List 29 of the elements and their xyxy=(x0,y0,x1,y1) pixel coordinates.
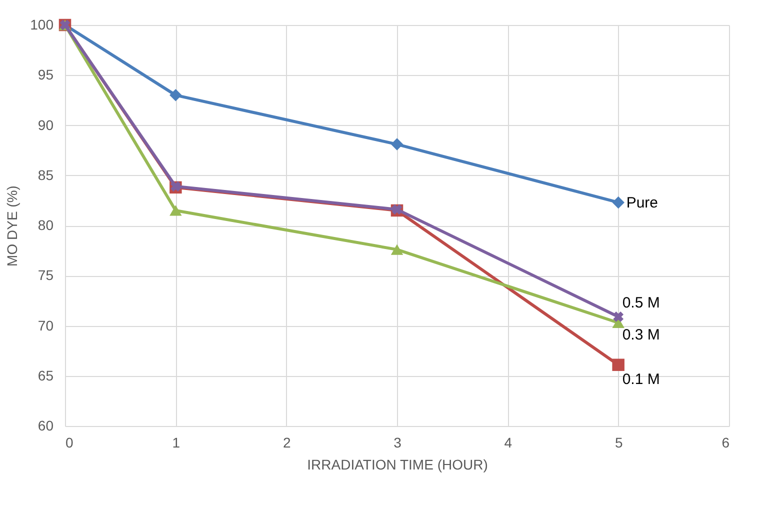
y-tick-label: 90 xyxy=(38,116,54,133)
series-label: Pure xyxy=(626,194,658,212)
point xyxy=(613,312,624,322)
point xyxy=(612,196,624,209)
x-tick-label: 0 xyxy=(66,434,74,450)
y-tick-label: 95 xyxy=(38,66,54,83)
x-tick-label: 4 xyxy=(504,434,512,450)
x-tick-label: 1 xyxy=(172,434,180,450)
series-label: 0.5 M xyxy=(622,294,660,312)
series-label: 0.1 M xyxy=(622,370,660,388)
y-tick-label: 65 xyxy=(38,367,54,384)
x-tick-label: 2 xyxy=(282,434,291,450)
x-tick-label: 5 xyxy=(614,434,623,450)
point xyxy=(612,358,624,371)
point xyxy=(170,89,182,102)
y-tick-label: 100 xyxy=(30,16,54,32)
y-tick-label: 70 xyxy=(38,317,54,334)
x-tick-label: 6 xyxy=(722,434,730,450)
y-tick-label: 60 xyxy=(38,418,54,434)
y-tick-label: 80 xyxy=(38,217,54,233)
point xyxy=(170,205,182,216)
x-tick-label: 3 xyxy=(394,434,402,450)
y-axis-title: MO DYE (%) xyxy=(4,186,20,266)
x-axis-title: IRRADIATION TIME (HOUR) xyxy=(307,456,488,472)
series-label: 0.3 M xyxy=(622,326,660,344)
point xyxy=(390,244,404,255)
point xyxy=(390,138,404,150)
y-tick-label: 75 xyxy=(38,267,54,284)
y-tick-label: 85 xyxy=(38,166,54,183)
